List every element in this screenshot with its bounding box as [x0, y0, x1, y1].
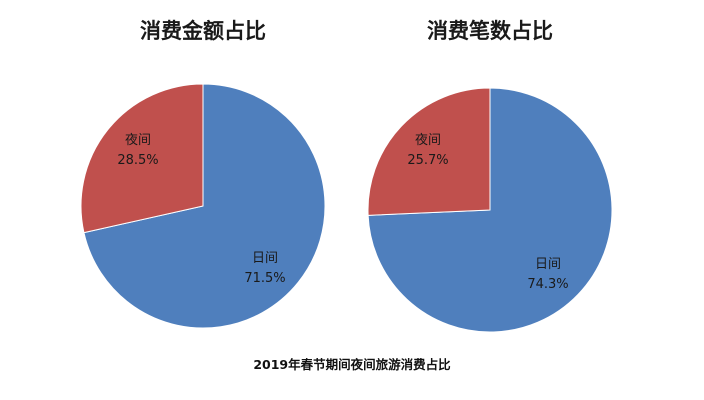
slice-label-night: 夜间	[125, 133, 151, 148]
pie-slices-count	[367, 87, 613, 333]
pie-labels-count: 日间 74.3% 夜间 25.7%	[407, 133, 568, 292]
pie-slices-amount	[80, 83, 326, 329]
slice-value-night: 25.7%	[407, 153, 448, 168]
slice-value-night: 28.5%	[117, 153, 158, 168]
slice-value-day: 71.5%	[244, 271, 285, 286]
slice-label-night: 夜间	[415, 133, 441, 148]
pie-slice-night	[367, 87, 491, 216]
pie-labels-amount: 日间 71.5% 夜间 28.5%	[117, 133, 285, 286]
pie-slice-night	[80, 83, 204, 234]
pie-chart-count: 消费笔数占比 日间 74.3% 夜间 25.7%	[367, 18, 613, 333]
chart-title-amount: 消费金额占比	[140, 18, 266, 43]
pie-chart-amount: 消费金额占比 日间 71.5% 夜间 28.5%	[80, 18, 326, 329]
pie-slice-day	[83, 83, 326, 329]
figure-caption: 2019年春节期间夜间旅游消费占比	[253, 357, 451, 372]
slice-label-day: 日间	[252, 251, 278, 266]
slice-label-day: 日间	[535, 257, 561, 272]
slice-value-day: 74.3%	[527, 277, 568, 292]
chart-title-count: 消费笔数占比	[427, 18, 553, 43]
